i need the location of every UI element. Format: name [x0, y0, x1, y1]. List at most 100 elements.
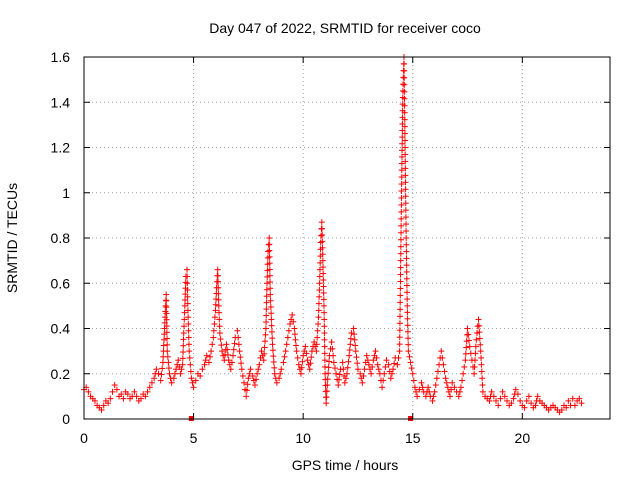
data-point [175, 357, 182, 364]
data-point [405, 341, 412, 348]
data-point [419, 384, 426, 391]
data-point [321, 350, 328, 357]
data-point [328, 339, 335, 346]
data-point [401, 123, 408, 130]
data-point [205, 359, 212, 366]
data-point [238, 360, 245, 367]
data-point [443, 379, 450, 386]
data-point [227, 366, 234, 373]
data-point [374, 361, 381, 368]
data-point [477, 341, 484, 348]
data-point [463, 344, 470, 351]
data-point [401, 60, 408, 67]
data-point [372, 348, 379, 355]
data-point [91, 397, 98, 404]
data-point [532, 402, 539, 409]
data-point [400, 81, 407, 88]
data-point [315, 320, 322, 327]
data-point [395, 354, 402, 361]
data-point [405, 335, 412, 342]
data-point [178, 366, 185, 373]
data-point [185, 314, 192, 321]
data-point [396, 348, 403, 355]
data-point [314, 327, 321, 334]
data-point [402, 144, 409, 151]
data-point [408, 365, 415, 372]
data-point [442, 375, 449, 382]
data-point [462, 350, 469, 357]
data-point [185, 334, 192, 341]
data-point [391, 360, 398, 367]
data-point [164, 353, 171, 360]
data-point [316, 266, 323, 273]
data-point [273, 379, 280, 386]
data-point [320, 277, 327, 284]
data-point [402, 165, 409, 172]
data-point [398, 160, 405, 167]
data-point [163, 304, 170, 311]
data-point [283, 341, 290, 348]
data-point [351, 331, 358, 338]
data-point [471, 357, 478, 364]
data-point [284, 334, 291, 341]
data-point [479, 388, 486, 395]
data-point [321, 357, 328, 364]
data-point [398, 153, 405, 160]
axis-ticks: 0 0.2 0.4 0.6 0.8 1 1.2 1.4 1.6 0 5 10 15 20 [51, 49, 610, 446]
data-point [291, 325, 298, 332]
data-point [398, 229, 405, 236]
data-point [263, 299, 270, 306]
data-point [403, 235, 410, 241]
y-tick-label: 1.4 [51, 94, 71, 110]
data-point [396, 320, 403, 327]
data-point [179, 355, 186, 362]
data-point [268, 316, 275, 323]
data-point [321, 330, 328, 337]
data-point [404, 309, 411, 316]
data-point [512, 386, 519, 393]
data-point [224, 346, 231, 353]
data-point [243, 393, 250, 400]
data-point [316, 293, 323, 300]
data-point [184, 287, 191, 294]
data-point [85, 388, 92, 395]
data-point [230, 352, 237, 359]
data-point [308, 354, 315, 361]
data-point [345, 358, 352, 365]
data-point [163, 291, 170, 298]
data-point [315, 307, 322, 314]
data-point [403, 268, 410, 275]
data-point [340, 366, 347, 373]
data-point [321, 316, 328, 323]
data-point [320, 296, 327, 303]
data-point [394, 361, 401, 368]
data-point [164, 341, 171, 348]
data-point [300, 352, 307, 359]
data-point [418, 379, 425, 386]
x-tick-label: 5 [190, 430, 198, 446]
data-point [400, 74, 407, 81]
data-point [472, 350, 479, 357]
data-point [397, 257, 404, 264]
data-point [268, 328, 275, 335]
data-point [180, 336, 187, 343]
grid-lines [84, 57, 610, 419]
y-tick-label: 0.6 [51, 275, 71, 291]
data-point [404, 296, 411, 303]
data-point [461, 363, 468, 370]
data-point [211, 314, 218, 321]
data-point [455, 393, 462, 400]
data-point [404, 328, 411, 335]
data-point [315, 314, 322, 321]
data-point [399, 87, 406, 94]
data-point [297, 370, 304, 377]
data-point [246, 370, 253, 377]
data-point [472, 343, 479, 350]
data-point [262, 331, 269, 338]
data-point [314, 334, 321, 341]
data-point [189, 379, 196, 386]
data-point [385, 361, 392, 368]
data-point [266, 235, 273, 241]
data-point [269, 341, 276, 348]
data-point [266, 247, 273, 254]
